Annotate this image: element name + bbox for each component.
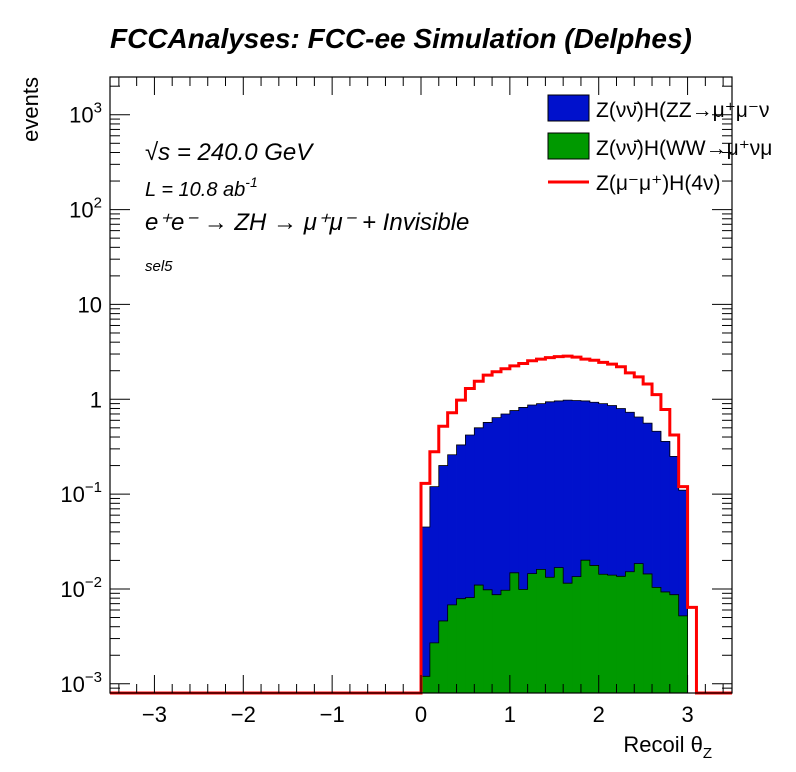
outline-series0 <box>420 399 706 694</box>
x-tick-label: −2 <box>231 702 256 727</box>
x-tick-label: 0 <box>415 702 427 727</box>
bar-series1-bin24 <box>634 563 644 693</box>
y-axis-ticks: 10−3 10−2 10−1 1 10 102 103 <box>60 85 732 697</box>
x-axis-ticks: −3 −2 −1 0 1 2 3 <box>118 77 724 727</box>
bar-series1-bin26 <box>652 587 662 693</box>
x-tick-label: −3 <box>142 702 167 727</box>
x-tick-label: 3 <box>681 702 693 727</box>
bar-series1-bin2 <box>438 620 449 693</box>
bar-series1-bin27 <box>660 591 671 693</box>
y-axis-label: events <box>18 77 43 142</box>
bar-series1-bin16 <box>563 583 573 693</box>
bar-series1-bin15 <box>554 567 564 693</box>
bar-series0-bin1 <box>429 486 440 693</box>
bar-series1-bin29 <box>678 615 688 693</box>
bar-series0-bin26 <box>652 431 662 693</box>
bar-series1-bin12 <box>527 573 537 693</box>
bar-series0-bin0 <box>421 527 431 693</box>
bar-series1-bin22 <box>616 576 626 693</box>
bar-series1-bin20 <box>598 574 608 693</box>
bar-series1-bin10 <box>509 572 520 693</box>
bar-series1-bin11 <box>518 589 529 693</box>
luminosity-annotation: L = 10.8 ab-1 <box>145 174 258 201</box>
legend: Z(νν̄)H(ZZ→μ⁺μ⁻ν Z(νν̄)H(WW→μ⁺νμ Z(μ⁻μ⁺)… <box>547 94 772 195</box>
y-tick-label: 10−2 <box>60 574 102 602</box>
y-tick-label: 1 <box>90 387 102 412</box>
bar-series0-bin14 <box>545 401 555 693</box>
bar-series0-bin7 <box>483 422 493 693</box>
x-tick-label: 2 <box>593 702 605 727</box>
bar-series0-bin2 <box>438 465 449 693</box>
bar-series0-bin11 <box>518 407 529 693</box>
bar-series0-bin18 <box>580 400 591 693</box>
bar-series0-bin3 <box>447 454 457 693</box>
bar-series0-bin23 <box>625 412 635 693</box>
filled-series-layer <box>420 399 706 694</box>
legend-label-ww: Z(νν̄)H(WW→μ⁺νμ <box>596 137 772 160</box>
bar-series0-bin9 <box>500 413 511 693</box>
bar-series0-bin6 <box>474 427 484 693</box>
bar-series1-bin28 <box>669 594 680 693</box>
bar-series0-bin29 <box>678 490 688 693</box>
bar-series0-bin5 <box>465 435 475 693</box>
bar-series1-bin18 <box>580 560 591 693</box>
bar-series1-bin23 <box>625 571 635 693</box>
bar-series0-bin10 <box>509 410 520 693</box>
bar-series1-bin21 <box>607 575 617 693</box>
bar-series1-bin14 <box>545 577 555 693</box>
bar-series0-bin16 <box>563 400 573 693</box>
chart-title: FCCAnalyses: FCC-ee Simulation (Delphes) <box>110 23 692 54</box>
x-tick-label: 1 <box>504 702 516 727</box>
y-tick-label: 102 <box>69 195 102 223</box>
bar-series1-bin0 <box>421 676 431 693</box>
bar-series1-bin5 <box>465 597 475 693</box>
y-tick-label: 10 <box>78 292 102 317</box>
bar-series1-bin4 <box>456 598 466 693</box>
line-series-layer <box>110 354 732 695</box>
bar-series1-bin17 <box>572 576 582 693</box>
legend-label-zz: Z(νν̄)H(ZZ→μ⁺μ⁻ν <box>596 99 770 122</box>
y-tick-label: 103 <box>69 100 102 128</box>
bar-series1-bin7 <box>483 589 493 693</box>
bar-series0-bin27 <box>660 441 671 693</box>
selection-annotation: sel5 <box>145 258 173 275</box>
bar-series0-bin28 <box>669 456 680 693</box>
legend-swatch-zz <box>547 94 590 122</box>
bar-series0-bin25 <box>643 423 653 693</box>
bar-series1-bin1 <box>429 642 440 693</box>
bar-series0-bin4 <box>456 444 466 693</box>
bar-series0-bin19 <box>589 402 600 693</box>
bar-series0-bin8 <box>492 417 502 693</box>
x-tick-label: −1 <box>320 702 345 727</box>
process-annotation: e⁺e⁻ → ZH → μ⁺μ⁻ + Invisible <box>145 209 469 236</box>
bar-series1-bin6 <box>474 585 484 693</box>
outline-series1 <box>420 559 706 694</box>
bar-series1-bin8 <box>492 594 502 693</box>
x-axis-label: Recoil θZ <box>623 732 712 762</box>
bar-series1-bin19 <box>589 565 600 693</box>
bar-series0-bin21 <box>607 405 617 693</box>
bar-series0-bin20 <box>598 403 608 693</box>
energy-annotation: √s = 240.0 GeV <box>145 139 314 166</box>
legend-label-mumu: Z(μ⁻μ⁺)H(4ν) <box>596 172 721 195</box>
y-tick-label: 10−3 <box>60 669 102 697</box>
bar-series0-bin22 <box>616 408 626 693</box>
bar-series0-bin15 <box>554 400 564 693</box>
bar-series0-bin24 <box>634 417 644 693</box>
bar-series0-bin17 <box>572 400 582 693</box>
legend-swatch-ww <box>547 132 590 160</box>
bar-series0-bin12 <box>527 405 537 693</box>
line-series2 <box>110 354 732 695</box>
y-tick-label: 10−1 <box>60 479 102 507</box>
bar-series1-bin25 <box>643 573 653 693</box>
bar-series0-bin13 <box>536 403 546 693</box>
bar-series1-bin9 <box>500 590 511 693</box>
bar-series1-bin3 <box>447 604 457 693</box>
bar-series1-bin13 <box>536 569 546 693</box>
